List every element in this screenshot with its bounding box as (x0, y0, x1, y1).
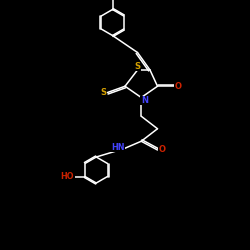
Text: HO: HO (61, 172, 74, 181)
Text: O: O (175, 82, 182, 91)
Text: HN: HN (111, 143, 124, 152)
Text: S: S (100, 88, 106, 97)
Text: N: N (141, 96, 148, 105)
Text: S: S (134, 62, 140, 71)
Text: O: O (158, 146, 166, 154)
